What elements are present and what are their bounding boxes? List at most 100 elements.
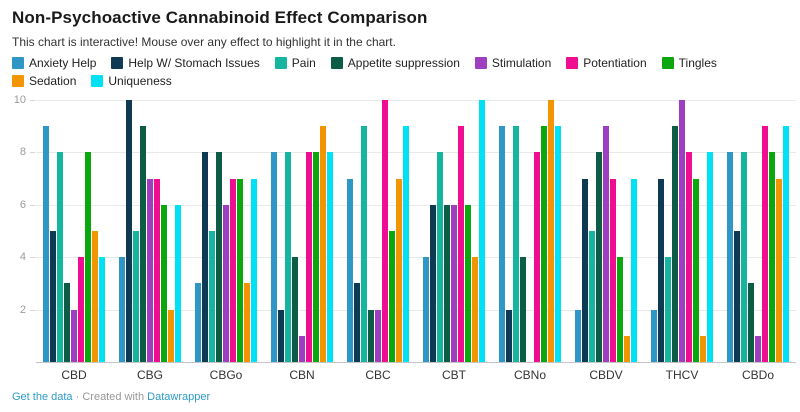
bar-cbc-appetite-suppression[interactable] — [368, 309, 374, 362]
bar-cbdo-pain[interactable] — [741, 152, 747, 362]
bar-cbg-appetite-suppression[interactable] — [140, 126, 146, 362]
bar-cbno-potentiation[interactable] — [534, 152, 540, 362]
bar-thcv-stimulation[interactable] — [679, 100, 685, 362]
bar-thcv-appetite-suppression[interactable] — [672, 126, 678, 362]
bar-cbd-tingles[interactable] — [85, 152, 91, 362]
bar-cbg-tingles[interactable] — [161, 204, 167, 362]
bar-cbgo-sedation[interactable] — [244, 283, 250, 362]
bar-cbdv-tingles[interactable] — [617, 257, 623, 362]
bar-cbgo-anxiety-help[interactable] — [195, 283, 201, 362]
bar-cbdo-help-w-stomach-issues[interactable] — [734, 231, 740, 362]
bar-cbt-pain[interactable] — [437, 152, 443, 362]
bar-cbg-potentiation[interactable] — [154, 178, 160, 362]
bar-cbdv-potentiation[interactable] — [610, 178, 616, 362]
bar-cbc-sedation[interactable] — [396, 178, 402, 362]
bar-cbgo-help-w-stomach-issues[interactable] — [202, 152, 208, 362]
bar-cbno-sedation[interactable] — [548, 100, 554, 362]
bar-cbdo-sedation[interactable] — [776, 178, 782, 362]
bar-cbdo-stimulation[interactable] — [755, 335, 761, 362]
bar-thcv-uniqueness[interactable] — [707, 152, 713, 362]
bar-cbd-stimulation[interactable] — [71, 309, 77, 362]
bar-cbdv-sedation[interactable] — [624, 335, 630, 362]
bar-cbno-uniqueness[interactable] — [555, 126, 561, 362]
get-the-data-link[interactable]: Get the data — [12, 391, 73, 403]
bar-cbdv-help-w-stomach-issues[interactable] — [582, 178, 588, 362]
bar-cbd-help-w-stomach-issues[interactable] — [50, 231, 56, 362]
bar-cbn-help-w-stomach-issues[interactable] — [278, 309, 284, 362]
bar-cbt-uniqueness[interactable] — [479, 100, 485, 362]
bar-cbg-stimulation[interactable] — [147, 178, 153, 362]
bar-cbno-appetite-suppression[interactable] — [520, 257, 526, 362]
legend-item-stimulation[interactable]: Stimulation — [474, 56, 551, 70]
bar-cbdv-stimulation[interactable] — [603, 126, 609, 362]
bar-cbdo-potentiation[interactable] — [762, 126, 768, 362]
bar-cbt-sedation[interactable] — [472, 257, 478, 362]
bar-cbc-uniqueness[interactable] — [403, 126, 409, 362]
legend-item-appetite-suppression[interactable]: Appetite suppression — [330, 56, 460, 70]
bar-cbdo-uniqueness[interactable] — [783, 126, 789, 362]
bar-cbn-stimulation[interactable] — [299, 335, 305, 362]
bar-cbgo-potentiation[interactable] — [230, 178, 236, 362]
bar-cbgo-pain[interactable] — [209, 231, 215, 362]
bar-cbc-tingles[interactable] — [389, 231, 395, 362]
bar-cbdo-anxiety-help[interactable] — [727, 152, 733, 362]
datawrapper-link[interactable]: Datawrapper — [147, 391, 211, 403]
bar-cbt-stimulation[interactable] — [451, 204, 457, 362]
bar-cbn-pain[interactable] — [285, 152, 291, 362]
bar-cbn-sedation[interactable] — [320, 126, 326, 362]
bar-cbdo-appetite-suppression[interactable] — [748, 283, 754, 362]
bar-cbno-pain[interactable] — [513, 126, 519, 362]
legend-item-sedation[interactable]: Sedation — [12, 74, 76, 88]
legend-item-help-w-stomach-issues[interactable]: Help W/ Stomach Issues — [111, 56, 260, 70]
bar-cbdv-appetite-suppression[interactable] — [596, 152, 602, 362]
bar-cbc-pain[interactable] — [361, 126, 367, 362]
bar-thcv-anxiety-help[interactable] — [651, 309, 657, 362]
bar-cbd-potentiation[interactable] — [78, 257, 84, 362]
legend-item-potentiation[interactable]: Potentiation — [566, 56, 647, 70]
bar-cbn-tingles[interactable] — [313, 152, 319, 362]
bar-cbno-help-w-stomach-issues[interactable] — [506, 309, 512, 362]
bar-cbn-appetite-suppression[interactable] — [292, 257, 298, 362]
bar-cbno-anxiety-help[interactable] — [499, 126, 505, 362]
legend-item-pain[interactable]: Pain — [274, 56, 316, 70]
bar-cbd-appetite-suppression[interactable] — [64, 283, 70, 362]
bar-cbdo-tingles[interactable] — [769, 152, 775, 362]
bar-thcv-sedation[interactable] — [700, 335, 706, 362]
bar-cbt-anxiety-help[interactable] — [423, 257, 429, 362]
bar-cbc-help-w-stomach-issues[interactable] — [354, 283, 360, 362]
bar-cbd-uniqueness[interactable] — [99, 257, 105, 362]
bar-cbdv-uniqueness[interactable] — [631, 178, 637, 362]
bar-thcv-tingles[interactable] — [693, 178, 699, 362]
bar-cbn-potentiation[interactable] — [306, 152, 312, 362]
legend-item-uniqueness[interactable]: Uniqueness — [91, 74, 172, 88]
bar-thcv-help-w-stomach-issues[interactable] — [658, 178, 664, 362]
bar-cbc-stimulation[interactable] — [375, 309, 381, 362]
legend-item-anxiety-help[interactable]: Anxiety Help — [12, 56, 96, 70]
bar-cbt-help-w-stomach-issues[interactable] — [430, 204, 436, 362]
bar-thcv-potentiation[interactable] — [686, 152, 692, 362]
bar-cbdv-pain[interactable] — [589, 231, 595, 362]
bar-cbn-uniqueness[interactable] — [327, 152, 333, 362]
bar-thcv-pain[interactable] — [665, 257, 671, 362]
bar-cbt-potentiation[interactable] — [458, 126, 464, 362]
bar-cbg-uniqueness[interactable] — [175, 204, 181, 362]
bar-cbn-anxiety-help[interactable] — [271, 152, 277, 362]
bar-cbc-potentiation[interactable] — [382, 100, 388, 362]
bar-cbg-help-w-stomach-issues[interactable] — [126, 100, 132, 362]
legend-item-tingles[interactable]: Tingles — [661, 56, 717, 70]
bar-cbgo-appetite-suppression[interactable] — [216, 152, 222, 362]
bar-cbdv-anxiety-help[interactable] — [575, 309, 581, 362]
bar-cbgo-stimulation[interactable] — [223, 204, 229, 362]
bar-cbg-pain[interactable] — [133, 231, 139, 362]
bar-cbd-pain[interactable] — [57, 152, 63, 362]
bar-cbg-sedation[interactable] — [168, 309, 174, 362]
bar-cbg-anxiety-help[interactable] — [119, 257, 125, 362]
bar-cbd-anxiety-help[interactable] — [43, 126, 49, 362]
bar-cbc-anxiety-help[interactable] — [347, 178, 353, 362]
bar-cbgo-uniqueness[interactable] — [251, 178, 257, 362]
bar-cbgo-tingles[interactable] — [237, 178, 243, 362]
bar-cbt-tingles[interactable] — [465, 204, 471, 362]
bar-cbno-tingles[interactable] — [541, 126, 547, 362]
bar-cbt-appetite-suppression[interactable] — [444, 204, 450, 362]
bar-cbd-sedation[interactable] — [92, 231, 98, 362]
